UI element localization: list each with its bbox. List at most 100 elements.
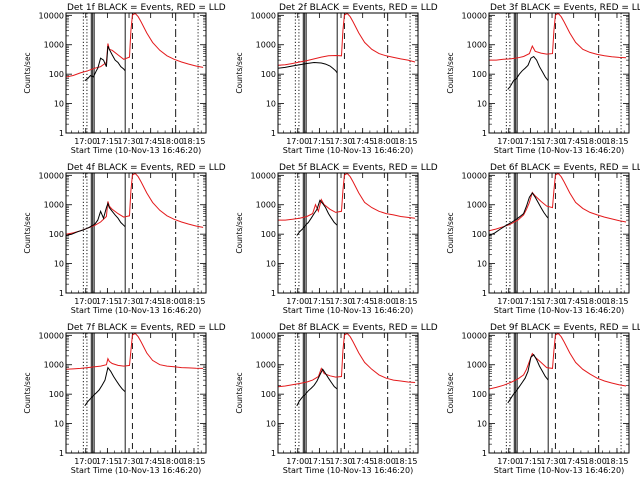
y-tick-label: 10: [54, 420, 64, 429]
panel-title: Det 5f BLACK = Events, RED = LLD: [279, 163, 438, 173]
y-tick-label: 1: [482, 289, 487, 298]
x-tick-label: 17:30: [117, 297, 140, 306]
x-axis-label: Start Time (10-Nov-13 16:46:20): [494, 146, 624, 155]
panel-det-6: Det 6f BLACK = Events, RED = LLD Counts/s…: [446, 163, 640, 315]
y-tick-label: 100: [49, 390, 64, 399]
y-axis-label: Counts/sec: [235, 372, 244, 413]
lld-series-line: [66, 333, 204, 370]
y-tick-label: 100: [49, 70, 64, 79]
y-axis-label: Counts/sec: [235, 212, 244, 253]
x-tick-label: 18:15: [605, 457, 628, 466]
events-series-line: [296, 368, 338, 407]
x-tick-label: 18:00: [584, 137, 607, 146]
plot-frame: [65, 172, 207, 294]
y-tick-label: 1: [271, 449, 276, 458]
y-tick-label: 100: [261, 230, 276, 239]
y-tick-label: 1000: [467, 201, 487, 210]
x-tick-label: 17:45: [139, 137, 162, 146]
plot-area: [278, 173, 416, 293]
y-tick-label: 10000: [39, 331, 64, 340]
x-tick-label: 17:15: [96, 457, 119, 466]
x-tick-label: 17:00: [74, 457, 97, 466]
y-tick-label: 1: [271, 289, 276, 298]
plot-frame: [488, 172, 630, 294]
x-tick-label: 17:30: [329, 297, 352, 306]
plot-frame: [277, 12, 419, 134]
y-tick-label: 10: [477, 260, 487, 269]
x-tick-label: 17:00: [74, 297, 97, 306]
plot-frame: [277, 172, 419, 294]
plot-area: [66, 13, 204, 133]
x-tick-label: 18:00: [373, 457, 396, 466]
y-tick-label: 10: [266, 420, 276, 429]
x-tick-label: 18:15: [605, 137, 628, 146]
plot-frame: [65, 332, 207, 454]
lld-series-line: [489, 13, 627, 61]
y-tick-label: 10: [54, 260, 64, 269]
y-tick-label: 10000: [251, 331, 276, 340]
x-tick-label: 18:00: [584, 457, 607, 466]
plot-area: [66, 173, 204, 293]
x-tick-label: 18:15: [605, 297, 628, 306]
x-tick-label: 17:45: [139, 457, 162, 466]
x-tick-label: 17:30: [540, 457, 563, 466]
events-series-line: [507, 353, 549, 404]
plot-area: [489, 333, 627, 453]
x-tick-label: 17:15: [519, 297, 542, 306]
x-tick-label: 17:00: [286, 457, 309, 466]
lld-series-line: [489, 173, 627, 232]
x-tick-label: 17:15: [96, 137, 119, 146]
x-axis-label: Start Time (10-Nov-13 16:46:20): [283, 466, 413, 475]
panel-title: Det 8f BLACK = Events, RED = LLD: [279, 323, 438, 333]
plot-area: [66, 333, 204, 453]
x-tick-label: 17:30: [329, 137, 352, 146]
y-tick-label: 100: [49, 230, 64, 239]
x-tick-label: 18:15: [394, 457, 417, 466]
y-tick-label: 100: [472, 230, 487, 239]
x-tick-label: 18:15: [182, 137, 205, 146]
y-tick-label: 10: [266, 260, 276, 269]
x-tick-label: 17:45: [351, 457, 374, 466]
panel-det-8: Det 8f BLACK = Events, RED = LLD Counts/s…: [235, 323, 438, 475]
y-tick-label: 1: [482, 449, 487, 458]
y-tick-label: 1000: [44, 361, 64, 370]
x-tick-label: 18:15: [182, 457, 205, 466]
x-tick-label: 17:00: [286, 137, 309, 146]
y-tick-label: 100: [261, 70, 276, 79]
lld-series-line: [278, 333, 416, 388]
lld-series-line: [278, 13, 416, 66]
x-axis-label: Start Time (10-Nov-13 16:46:20): [71, 466, 201, 475]
x-axis-label: Start Time (10-Nov-13 16:46:20): [71, 306, 201, 315]
panel-title: Det 7f BLACK = Events, RED = LLD: [67, 323, 226, 333]
plot-frame: [488, 12, 630, 134]
x-tick-label: 17:15: [308, 457, 331, 466]
x-tick-label: 18:15: [182, 297, 205, 306]
x-axis-label: Start Time (10-Nov-13 16:46:20): [283, 146, 413, 155]
y-axis-label: Counts/sec: [23, 52, 32, 93]
events-series-line: [278, 61, 338, 74]
panel-det-2: Det 2f BLACK = Events, RED = LLD Counts/s…: [235, 3, 438, 155]
x-tick-label: 17:00: [286, 297, 309, 306]
y-tick-label: 1000: [467, 41, 487, 50]
y-tick-label: 1000: [44, 41, 64, 50]
y-tick-label: 10000: [462, 171, 487, 180]
y-tick-label: 10000: [39, 11, 64, 20]
x-tick-label: 18:15: [394, 297, 417, 306]
x-tick-label: 17:30: [540, 137, 563, 146]
x-tick-label: 18:15: [394, 137, 417, 146]
panel-title: Det 6f BLACK = Events, RED = LLD: [490, 163, 640, 173]
lld-series-line: [66, 173, 204, 235]
y-tick-label: 100: [472, 390, 487, 399]
x-tick-label: 17:15: [519, 457, 542, 466]
y-tick-label: 10: [54, 100, 64, 109]
events-series-line: [84, 366, 126, 407]
x-tick-label: 17:15: [96, 297, 119, 306]
x-tick-label: 17:30: [540, 297, 563, 306]
panel-title: Det 2f BLACK = Events, RED = LLD: [279, 3, 438, 13]
y-tick-label: 100: [261, 390, 276, 399]
panel-det-5: Det 5f BLACK = Events, RED = LLD Counts/s…: [235, 163, 438, 315]
x-tick-label: 18:00: [161, 297, 184, 306]
y-tick-label: 1: [482, 129, 487, 138]
y-axis-label: Counts/sec: [446, 52, 455, 93]
y-tick-label: 10000: [462, 11, 487, 20]
